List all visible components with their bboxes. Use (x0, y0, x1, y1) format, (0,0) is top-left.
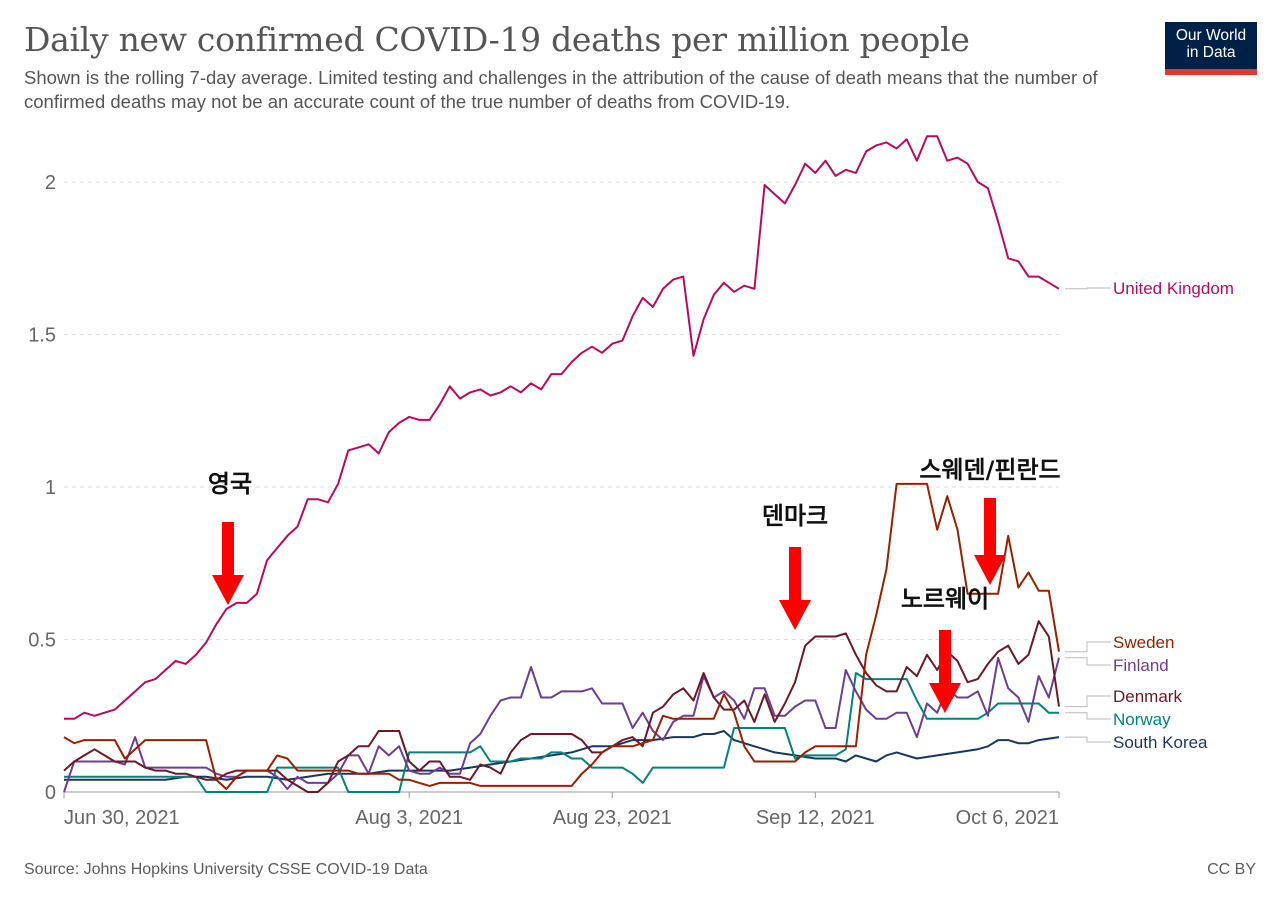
x-tick-label: Jun 30, 2021 (64, 807, 180, 829)
series-line-united-kingdom (64, 135, 1060, 720)
source-note[interactable]: Source: Johns Hopkins University CSSE CO… (24, 861, 428, 878)
annotation-label: 노르웨이 (901, 585, 989, 613)
y-tick-label: 1 (45, 477, 56, 499)
x-tick-label: Sep 12, 2021 (756, 807, 875, 829)
license-link[interactable]: CC BY (1207, 861, 1256, 878)
series-line-finland (63, 656, 1060, 793)
legend-label-finland: Finland (1113, 656, 1169, 675)
series-line-sweden (63, 482, 1060, 790)
x-tick-label: Aug 3, 2021 (355, 807, 463, 829)
series-line-denmark (63, 620, 1060, 793)
legend-connector (1065, 657, 1111, 666)
x-axis: Jun 30, 2021 Aug 3, 2021 Aug 23, 2021 Sep 1… (63, 791, 1060, 829)
legend-label-united-kingdom: United Kingdom (1113, 279, 1234, 298)
x-tick-label: Oct 6, 2021 (956, 807, 1059, 829)
annotation-label: 스웨덴/핀란드 (919, 456, 1060, 484)
legend-connector (1065, 641, 1111, 653)
chart-title: Daily new confirmed COVID-19 deaths per … (24, 20, 970, 59)
y-axis: 0 0.5 1 1.5 2 (28, 172, 56, 804)
arrow-down-icon (779, 547, 811, 630)
legend-connector (1065, 736, 1111, 743)
x-tick-label: Aug 23, 2021 (553, 807, 672, 829)
arrow-down-icon (212, 522, 244, 605)
gridlines (64, 181, 1059, 640)
y-tick-label: 0 (45, 782, 56, 804)
arrow-down-icon (974, 498, 1006, 585)
y-tick-label: 1.5 (28, 325, 56, 347)
chart-subtitle: Shown is the rolling 7-day average. Limi… (24, 67, 1098, 112)
legend-label-sweden: Sweden (1113, 633, 1174, 652)
annotation-label: 영국 (208, 470, 252, 498)
series-line-norway (64, 672, 1059, 793)
legend-connector (1065, 287, 1111, 290)
legend-connector (1065, 712, 1111, 720)
annotation-label: 덴마크 (762, 502, 828, 530)
legend-label-south-korea: South Korea (1113, 733, 1208, 752)
y-tick-label: 2 (45, 172, 56, 194)
legend-label-norway: Norway (1113, 710, 1171, 729)
logo-line-1: Our World (1175, 27, 1247, 44)
owid-logo[interactable]: Our World in Data (1165, 22, 1257, 75)
series-lines (63, 135, 1060, 793)
series-line-south-korea (64, 730, 1060, 781)
legend: United Kingdom Sweden Finland Denmark Norway… (1065, 279, 1234, 752)
legend-connector (1065, 695, 1111, 708)
logo-line-2: in Data (1186, 44, 1236, 61)
arrow-down-icon (929, 630, 961, 713)
logo-accent-bar (1165, 69, 1257, 75)
y-tick-label: 0.5 (28, 630, 56, 652)
legend-label-denmark: Denmark (1113, 687, 1182, 706)
